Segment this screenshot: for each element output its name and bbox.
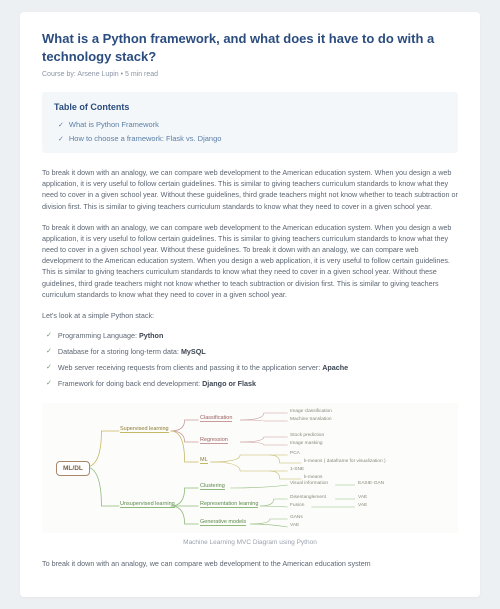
body-paragraph: To break it down with an analogy, we can… <box>42 222 458 300</box>
diagram-leaf: VAE <box>358 503 367 508</box>
table-of-contents: Table of Contents ✓What is Python Framew… <box>42 92 458 153</box>
diagram-node: Supervised learning <box>120 426 169 432</box>
diagram-leaf: EASIE-GAN <box>358 481 384 486</box>
list-item: ✓Web server receiving requests from clie… <box>46 363 458 373</box>
toc-title: Table of Contents <box>54 102 446 112</box>
check-icon: ✓ <box>58 121 64 129</box>
diagram-leaf: k-means ( dataframe for visualization ) <box>304 459 386 464</box>
article-card: What is a Python framework, and what doe… <box>20 12 480 597</box>
toc-item[interactable]: ✓How to choose a framework: Flask vs. Dj… <box>58 134 446 143</box>
diagram-leaf: Machine translation <box>290 417 332 422</box>
diagram-node: Generative models <box>200 519 246 525</box>
diagram-node: Regression <box>200 437 228 443</box>
check-icon: ✓ <box>46 347 52 357</box>
diagram-node: ML <box>200 457 208 463</box>
diagram-leaf: k-means <box>304 475 322 480</box>
list-item: ✓Programming Language: Python <box>46 331 458 341</box>
check-icon: ✓ <box>46 363 52 373</box>
diagram-leaf: Visual information <box>290 481 328 486</box>
diagram-leaf: Fusion <box>290 503 304 508</box>
diagram-leaf: Stock prediction <box>290 433 324 438</box>
diagram-leaf: VAE <box>290 523 299 528</box>
diagram-root: ML/DL <box>56 461 90 476</box>
diagram-leaf: Image classification <box>290 409 332 414</box>
diagram-leaf: 1-SNE <box>290 467 304 472</box>
diagram-leaf: GANs <box>290 515 303 520</box>
body-paragraph: To break it down with an analogy, we can… <box>42 167 458 212</box>
diagram-node: Classification <box>200 415 232 421</box>
article-meta: Course by: Arsene Lupin • 5 min read <box>42 71 458 78</box>
diagram-leaf: PCA <box>290 451 300 456</box>
diagram-node: Unsupervised learning <box>120 501 175 507</box>
check-icon: ✓ <box>46 331 52 341</box>
check-icon: ✓ <box>58 135 64 143</box>
list-item: ✓Database for a storing long-term data: … <box>46 347 458 357</box>
stack-list: ✓Programming Language: Python ✓Database … <box>46 331 458 389</box>
page-title: What is a Python framework, and what doe… <box>42 30 458 65</box>
toc-item[interactable]: ✓What is Python Framework <box>58 120 446 129</box>
list-item: ✓Framework for doing back end developmen… <box>46 379 458 389</box>
diagram-caption: Machine Learning MVC Diagram using Pytho… <box>42 539 458 546</box>
check-icon: ✓ <box>46 379 52 389</box>
body-paragraph: Let's look at a simple Python stack: <box>42 310 458 321</box>
body-paragraph: To break it down with an analogy, we can… <box>42 558 458 569</box>
diagram-node: Clustering <box>200 483 225 489</box>
ml-diagram: ML/DL Supervised learning Unsupervised l… <box>42 403 458 533</box>
diagram-edges <box>42 403 458 533</box>
diagram-node: Representation learning <box>200 501 258 507</box>
diagram-leaf: Image masking <box>290 441 323 446</box>
